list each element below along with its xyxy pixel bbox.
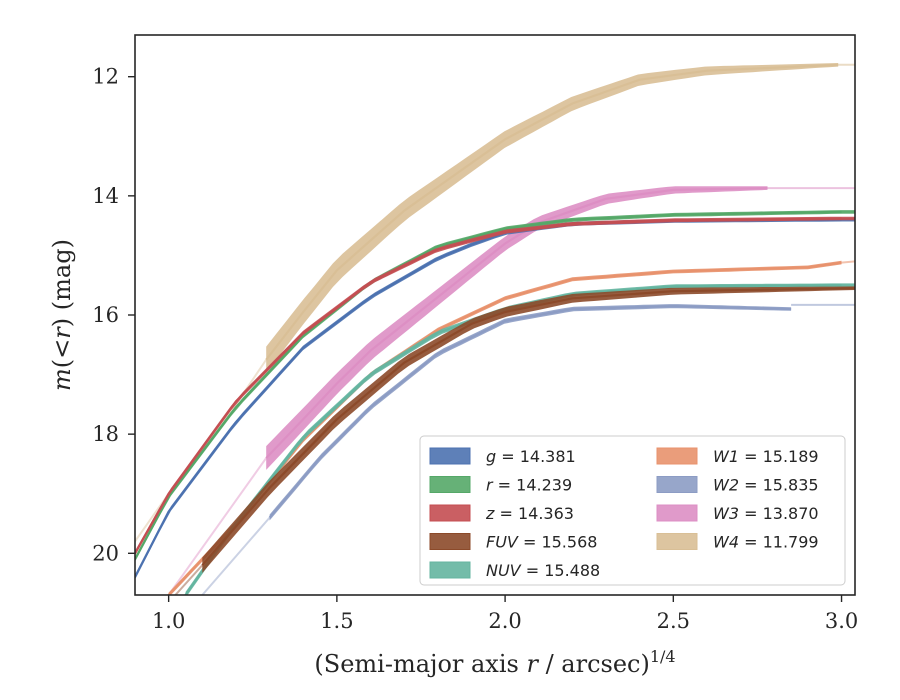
legend-swatch [429, 447, 471, 465]
series-w2 [201, 303, 855, 595]
y-tick-label: 12 [92, 65, 119, 89]
series-w4-line [265, 63, 839, 361]
legend: g = 14.381 r = 14.239 z = 14.363 FUV = 15.5… [419, 435, 846, 586]
y-tick-label: 16 [92, 303, 119, 327]
y-tick-label: 20 [92, 541, 119, 565]
x-tick-label: 2.5 [657, 609, 690, 633]
x-axis: 1.0 1.5 2.0 2.5 3.0 [152, 595, 858, 633]
legend-frame [419, 435, 846, 586]
series-w1-tail [841, 260, 855, 264]
legend-swatch [656, 476, 698, 493]
legend-swatch [656, 533, 698, 550]
legend-label: W3 = 13.870 [713, 504, 819, 523]
legend-swatch [429, 476, 471, 493]
legend-label: W4 = 11.799 [713, 533, 819, 552]
series-w3 [167, 186, 855, 595]
y-tick-label: 18 [92, 422, 119, 446]
legend-entry-nuv: NUV = 15.488 [429, 561, 600, 580]
series-layer [135, 63, 855, 595]
legend-label: NUV = 15.488 [486, 561, 600, 580]
series-w2-extrapolation [201, 516, 271, 595]
legend-swatch [429, 533, 471, 550]
y-axis-title: m(<r) (mag) [48, 239, 76, 391]
legend-swatch [429, 561, 471, 579]
series-fuv-extrapolation [174, 564, 204, 595]
legend-label: g = 14.381 [486, 447, 576, 466]
x-tick-label: 1.0 [152, 609, 185, 633]
legend-entry-w1: W1 = 15.189 [656, 447, 819, 466]
series-w2-line [268, 305, 792, 519]
legend-entry-fuv: FUV = 15.568 [429, 533, 597, 552]
x-tick-label: 1.5 [320, 609, 353, 633]
x-tick-label: 3.0 [825, 609, 858, 633]
series-w3-line [265, 187, 768, 459]
series-z [135, 216, 855, 556]
legend-entry-w3: W3 = 13.870 [656, 504, 819, 523]
y-axis: 12 14 16 18 20 [92, 65, 135, 565]
legend-entry-r: r = 14.239 [429, 476, 572, 495]
legend-swatch [656, 504, 698, 522]
legend-swatch [656, 447, 698, 465]
y-tick-label: 14 [92, 184, 119, 208]
legend-entry-w2: W2 = 15.835 [656, 476, 819, 495]
legend-label: W1 = 15.189 [713, 447, 819, 466]
legend-label: r = 14.239 [486, 476, 572, 495]
series-fuv-band [202, 286, 855, 573]
legend-entry-g: g = 14.381 [429, 447, 576, 466]
series-z-line [135, 217, 842, 554]
series-fuv [174, 286, 855, 595]
legend-entry-w4: W4 = 11.799 [656, 533, 819, 552]
series-fuv-line [201, 287, 855, 566]
legend-label: FUV = 15.568 [486, 533, 597, 552]
legend-label: W2 = 15.835 [713, 476, 819, 495]
legend-entry-z: z = 14.363 [429, 504, 574, 523]
series-w3-band [266, 186, 768, 470]
series-w3-extrapolation [167, 457, 268, 595]
x-tick-label: 2.0 [488, 609, 521, 633]
legend-swatch [429, 504, 471, 522]
legend-label: z = 14.363 [485, 504, 574, 523]
x-axis-title: (Semi-major axis r / arcsec)1/4 [314, 647, 675, 678]
